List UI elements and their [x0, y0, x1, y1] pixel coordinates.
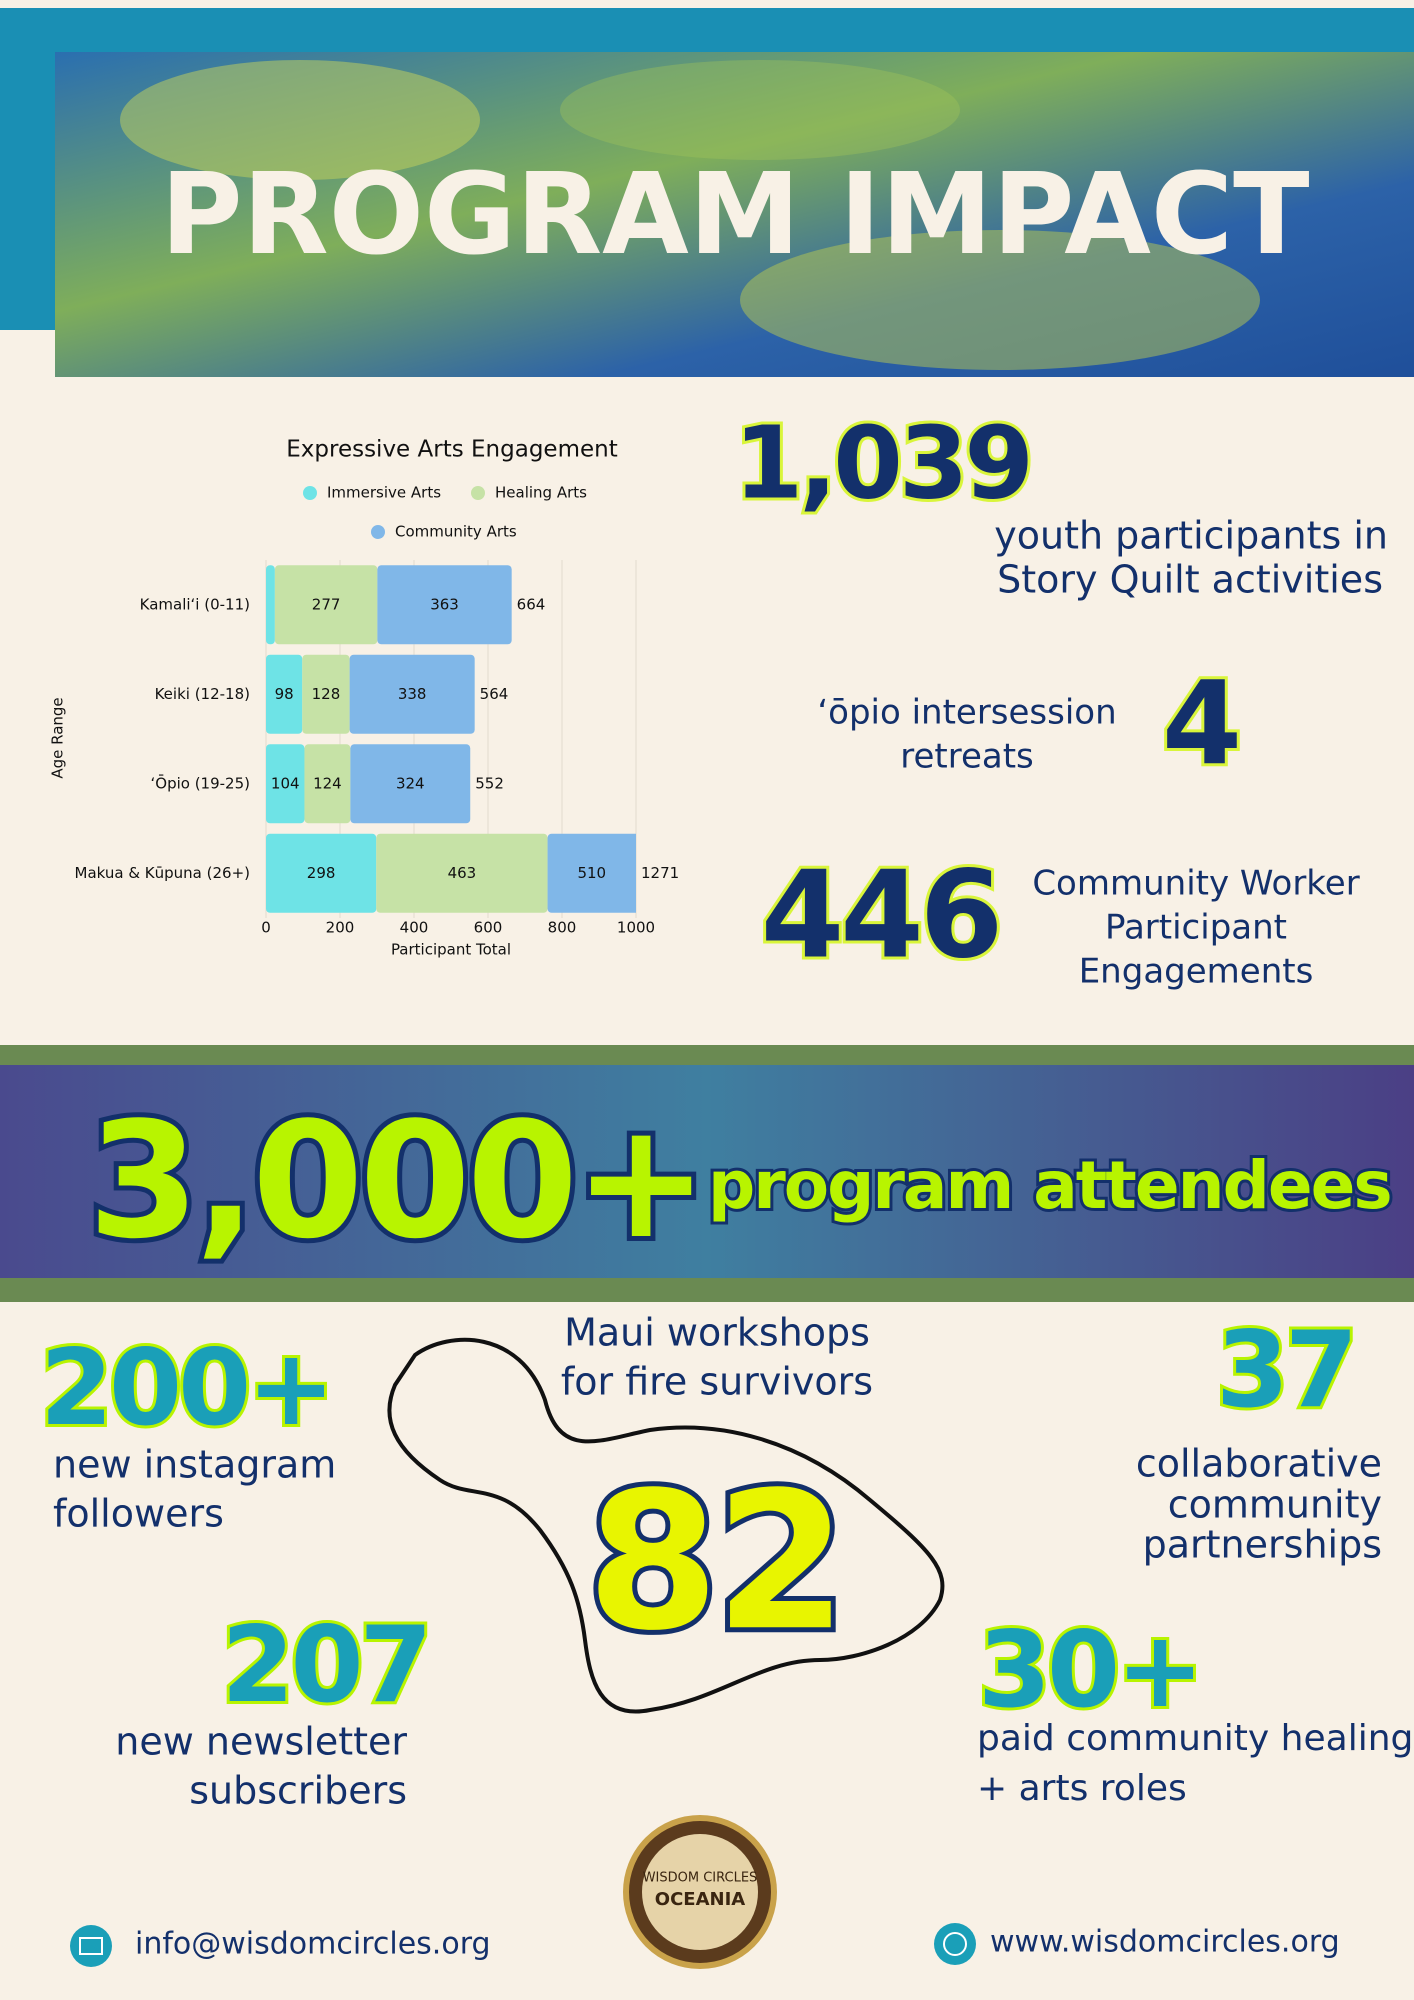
stat-text: collaborative — [1136, 1442, 1382, 1486]
stat-text: Participant — [1105, 908, 1287, 948]
stat-text: for fire survivors — [561, 1360, 873, 1404]
total-label: 1271 — [641, 864, 679, 882]
leaf — [740, 230, 1260, 370]
stat-text: youth participants in — [994, 514, 1388, 558]
bar-segment — [266, 744, 305, 824]
leaf — [120, 60, 480, 180]
bar-segment — [274, 565, 378, 645]
y-tick-label: ʻŌpio (19-25) — [151, 773, 251, 792]
stat-text: new instagram — [53, 1443, 336, 1487]
bar-segment — [377, 565, 512, 645]
stat-text: followers — [53, 1492, 224, 1536]
value-label: 324 — [396, 774, 425, 792]
stat-number: 446 — [761, 847, 1000, 986]
web-icon — [934, 1923, 976, 1965]
bar-segment — [302, 654, 350, 734]
value-label: 98 — [275, 685, 294, 703]
legend-label: Community Arts — [395, 523, 517, 541]
value-label: 298 — [307, 864, 336, 882]
value-label: 277 — [312, 595, 341, 613]
y-tick-label: Keiki (12-18) — [155, 685, 250, 703]
stat-text: Story Quilt activities — [997, 558, 1383, 602]
bar-segment — [547, 833, 636, 913]
chart-title: Expressive Arts Engagement — [286, 437, 617, 463]
y-axis-label: Age Range — [49, 697, 67, 778]
logo-inner — [642, 1834, 758, 1950]
stat-text: subscribers — [189, 1769, 407, 1813]
x-tick-label: 400 — [400, 919, 429, 937]
legend-marker — [471, 486, 485, 500]
value-label: 104 — [271, 774, 300, 792]
bar-segment — [266, 654, 303, 734]
stat-number: 4 — [1162, 658, 1238, 792]
website: www.wisdomcircles.org — [990, 1925, 1340, 1960]
bar-segment — [349, 654, 475, 734]
x-tick-label: 0 — [261, 919, 271, 937]
x-axis-label: Participant Total — [391, 941, 511, 959]
stat-text: new newsletter — [115, 1720, 407, 1764]
total-label: 664 — [517, 595, 546, 613]
stat-text: + arts roles — [977, 1768, 1187, 1809]
stat-text: Engagements — [1079, 952, 1314, 992]
stat-number: 82 — [587, 1451, 843, 1672]
bar-segment — [376, 833, 548, 913]
logo-text: OCEANIA — [655, 1889, 746, 1910]
logo-text: WISDOM CIRCLES — [643, 1871, 758, 1886]
x-tick-label: 800 — [548, 919, 577, 937]
stat-text: Community Worker — [1032, 864, 1359, 904]
value-label: 338 — [398, 685, 427, 703]
bar-segment — [266, 833, 377, 913]
legend-label: Healing Arts — [495, 484, 587, 502]
total-label: 552 — [475, 774, 504, 792]
banner-text: program attendees — [708, 1147, 1391, 1224]
legend-label: Immersive Arts — [327, 484, 441, 502]
web-icon-glyph — [943, 1932, 967, 1956]
y-tick-label: Kamaliʻi (0-11) — [140, 595, 250, 613]
banner-number: 3,000+ — [88, 1087, 704, 1274]
stat-text: paid community healing — [977, 1718, 1413, 1759]
maui-outline — [387, 1337, 945, 1714]
legend-marker — [303, 486, 317, 500]
email: info@wisdomcircles.org — [135, 1927, 491, 1962]
bar-segment — [266, 565, 275, 645]
x-tick-label: 1000 — [617, 919, 655, 937]
stat-number: 30+ — [978, 1609, 1200, 1731]
value-label: 463 — [448, 864, 477, 882]
stat-number: 207 — [221, 1604, 428, 1726]
value-label: 128 — [312, 685, 341, 703]
legend-marker — [371, 525, 385, 539]
page-title: PROGRAM IMPACT — [160, 150, 1309, 280]
total-label: 564 — [480, 685, 509, 703]
plot — [266, 565, 636, 913]
stat-number: 37 — [1216, 1309, 1354, 1431]
bar-segment — [350, 744, 471, 824]
stat-text: Maui workshops — [564, 1311, 870, 1355]
leaf — [560, 60, 960, 160]
value-label: 510 — [577, 864, 606, 882]
stat-number: 1,039 — [734, 404, 1030, 521]
banner-image — [0, 1065, 1414, 1278]
stat-text: partnerships — [1143, 1523, 1382, 1567]
bar-segment — [304, 744, 351, 824]
email-icon-glyph — [79, 1937, 103, 1955]
stat-text: community — [1168, 1483, 1382, 1527]
x-tick-label: 200 — [326, 919, 355, 937]
email-icon — [70, 1925, 112, 1967]
stat-text: retreats — [900, 737, 1034, 777]
stat-number: 200+ — [40, 1327, 331, 1449]
x-tick-label: 600 — [474, 919, 503, 937]
value-label: 124 — [313, 774, 342, 792]
value-label: 363 — [430, 595, 459, 613]
stat-text: ʻōpio intersession — [817, 693, 1116, 733]
y-tick-label: Makua & Kūpuna (26+) — [75, 864, 251, 882]
